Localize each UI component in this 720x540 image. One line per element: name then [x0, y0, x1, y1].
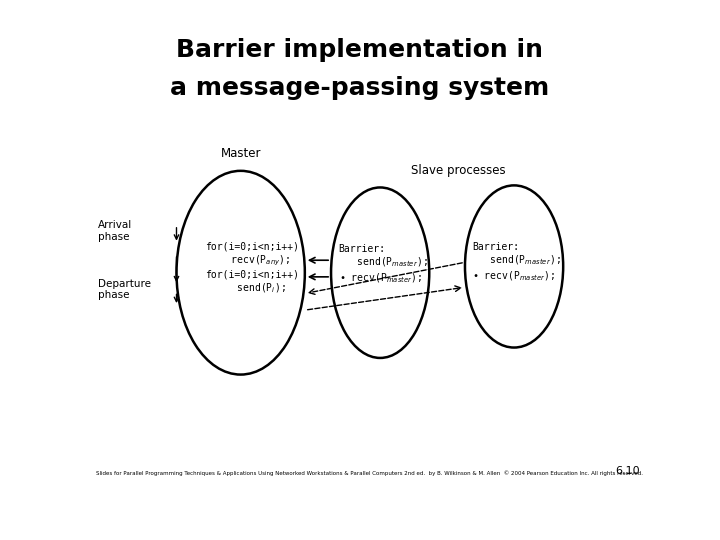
Text: Barrier:
   send(P$_{master}$);
$\bullet$ recv(P$_{master}$);: Barrier: send(P$_{master}$); $\bullet$ r…	[472, 242, 562, 283]
Text: Barrier:
   send(P$_{master}$);
$\bullet$ recv(P$_{master}$);: Barrier: send(P$_{master}$); $\bullet$ r…	[338, 244, 428, 285]
Text: Departure
phase: Departure phase	[99, 279, 151, 300]
Text: 6.10: 6.10	[615, 465, 639, 476]
Text: Barrier implementation in: Barrier implementation in	[176, 38, 544, 62]
Text: for(i=0;i<n;i++)
   recv(P$_{any}$);
for(i=0;i<n;i++)
   send(P$_{i}$);: for(i=0;i<n;i++) recv(P$_{any}$); for(i=…	[204, 242, 299, 295]
Text: Arrival
phase: Arrival phase	[99, 220, 132, 242]
Text: Slave processes: Slave processes	[411, 164, 505, 177]
Text: Master: Master	[220, 147, 261, 160]
Text: a message-passing system: a message-passing system	[171, 76, 549, 99]
Text: Slides for Parallel Programming Techniques & Applications Using Networked Workst: Slides for Parallel Programming Techniqu…	[96, 470, 642, 476]
